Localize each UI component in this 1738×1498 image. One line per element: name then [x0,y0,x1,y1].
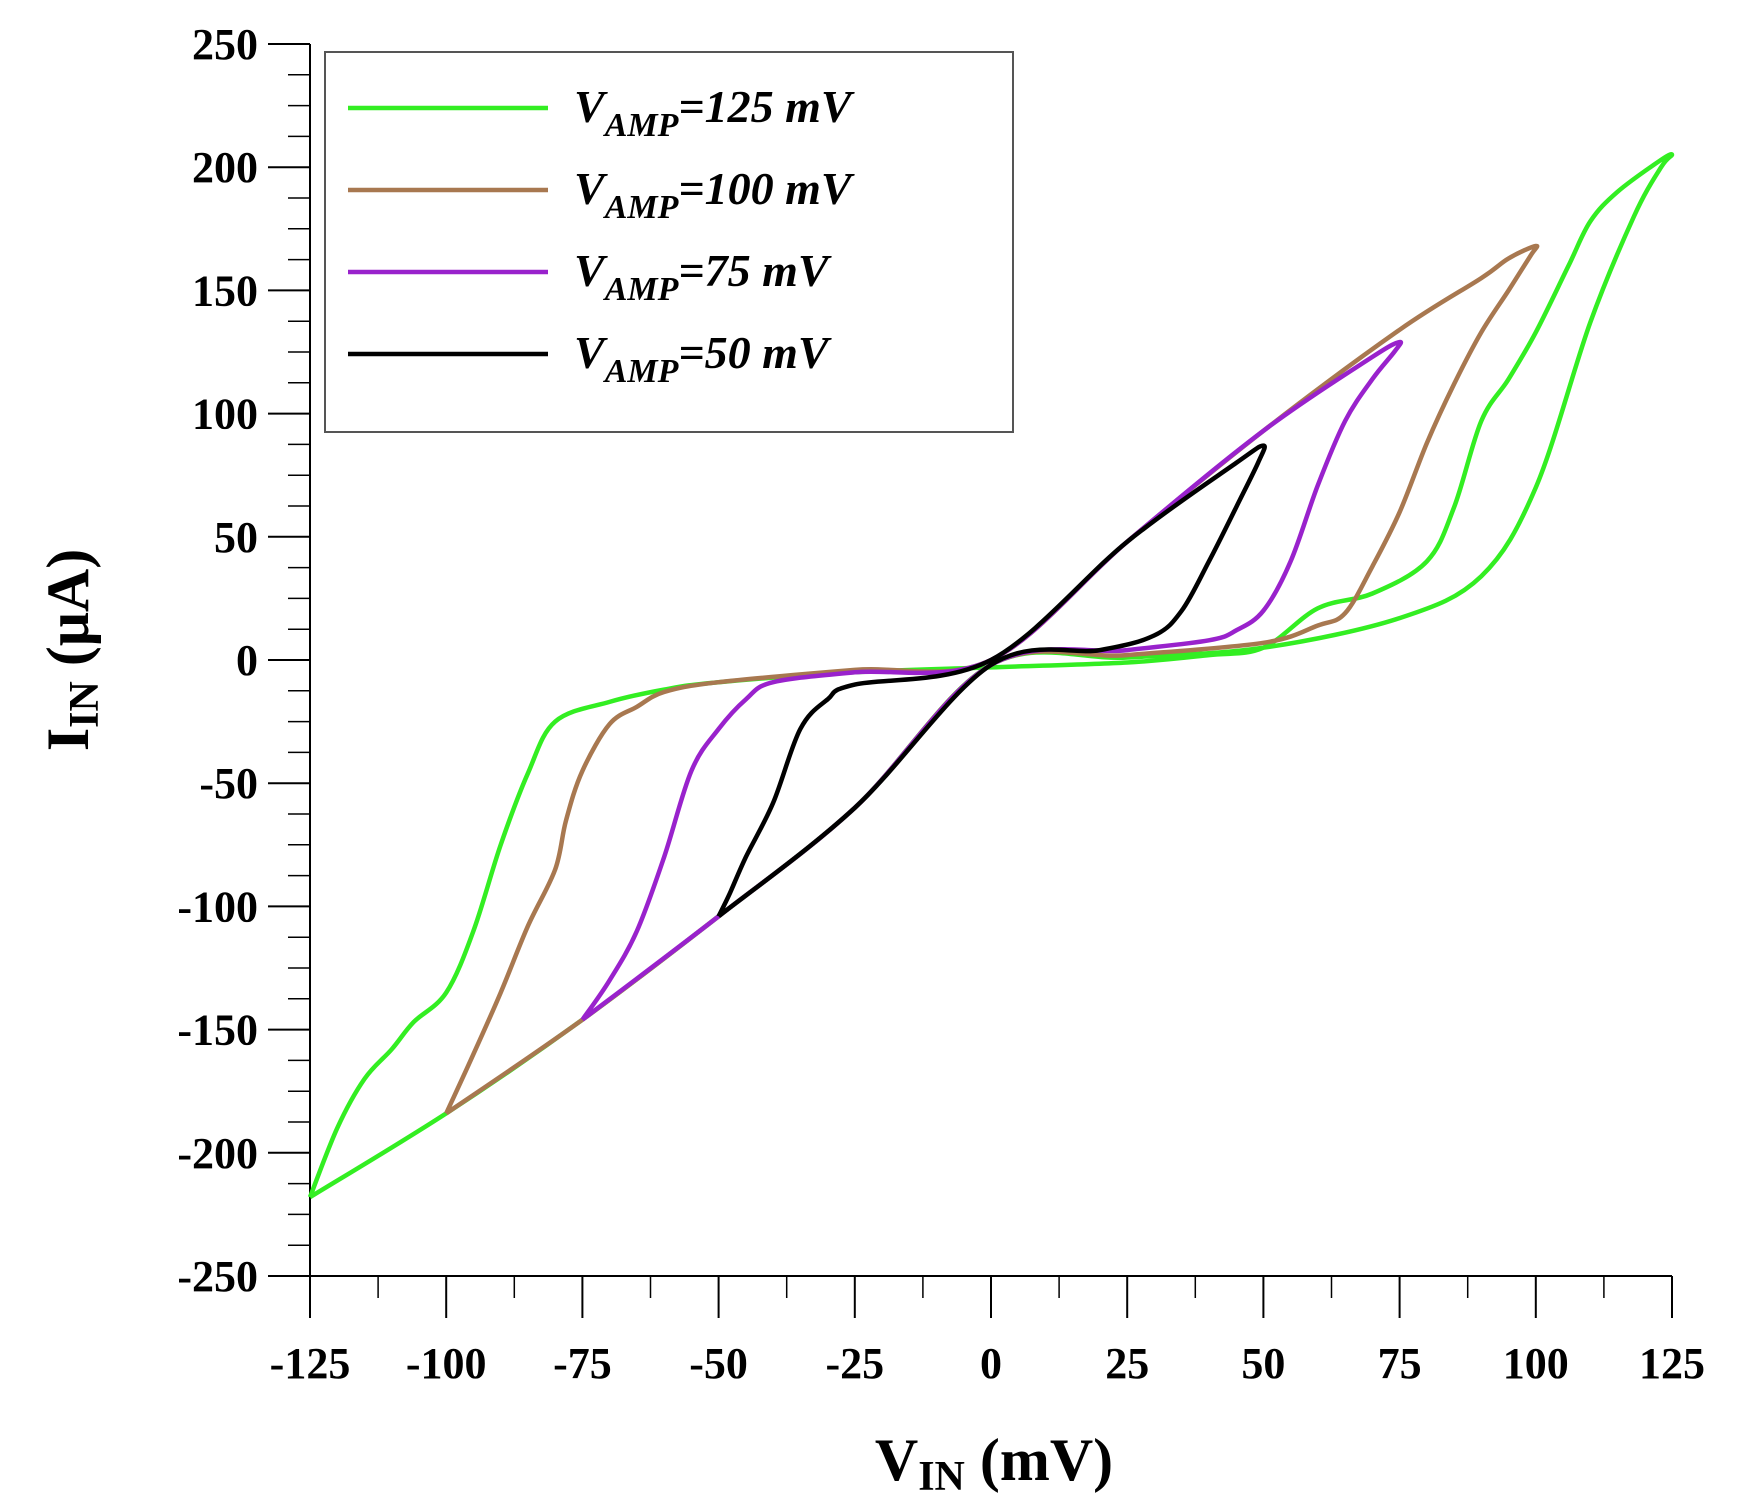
x-tick-label: 25 [1105,1339,1149,1388]
x-tick-label: 75 [1378,1339,1422,1388]
legend: VAMP=125 mV VAMP=100 mV VAMP=75 mV VAMP=50 … [324,51,1014,433]
x-tick-label: 100 [1503,1339,1569,1388]
y-axis-title: IIN (μA) [35,549,108,751]
y-tick-label: -100 [177,882,258,931]
y-tick-label: -250 [177,1252,258,1301]
series-line-4 [716,443,1267,919]
y-tick-label: 200 [192,143,258,192]
series-group [307,151,1675,1200]
legend-label-2: VAMP=100 mV [574,163,855,226]
x-tick-label: -25 [825,1339,884,1388]
y-tick-label: -150 [177,1006,258,1055]
y-tick-label: 0 [236,636,258,685]
x-axis-title: VIN (mV) [875,1427,1113,1498]
x-tick-label: 50 [1241,1339,1285,1388]
y-tick-label: -50 [199,759,258,808]
x-tick-label: -125 [270,1339,351,1388]
y-tick-label: 50 [214,513,258,562]
y-tick-label: 250 [192,20,258,69]
legend-label-1: VAMP=125 mV [574,81,855,144]
y-ticks: -250 -200 -150 -100 -50 0 50 100 150 200 250 [177,20,310,1301]
x-ticks: -125 -100 -75 -50 -25 0 25 50 75 100 125 [270,1276,1705,1388]
y-tick-label: 100 [192,390,258,439]
series-line-3 [580,339,1404,1022]
legend-entries: VAMP=125 mV VAMP=100 mV VAMP=75 mV VAMP=50 … [348,81,855,390]
x-tick-label: -75 [553,1339,612,1388]
y-tick-label: -200 [177,1129,258,1178]
x-tick-label: 125 [1639,1339,1705,1388]
x-tick-label: -50 [689,1339,748,1388]
legend-box [324,51,1014,433]
legend-label-3: VAMP=75 mV [574,245,832,308]
x-tick-label: -100 [406,1339,487,1388]
y-tick-label: 150 [192,266,258,315]
x-tick-label: 0 [980,1339,1002,1388]
legend-label-4: VAMP=50 mV [574,327,832,390]
